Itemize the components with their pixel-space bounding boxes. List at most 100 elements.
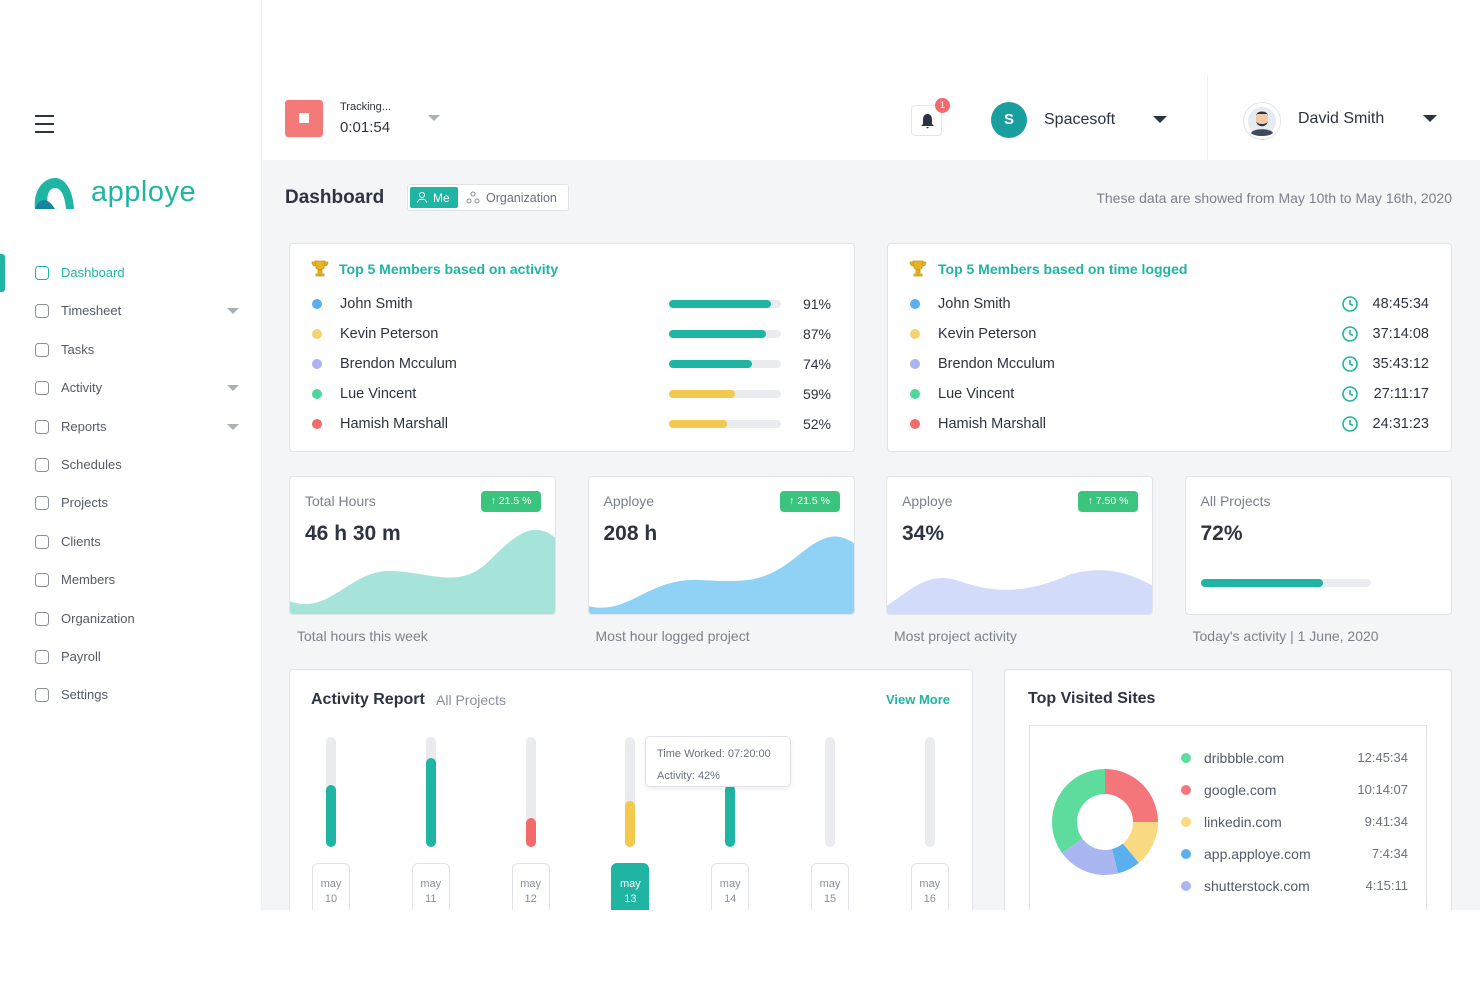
nav-item[interactable]: Organization bbox=[61, 610, 135, 626]
member-dot bbox=[312, 299, 322, 309]
nav-item[interactable]: Projects bbox=[61, 495, 108, 511]
time-logged: 37:14:08 bbox=[1372, 326, 1429, 342]
nav-item[interactable]: Timesheet bbox=[61, 303, 122, 319]
donut-segment bbox=[1111, 843, 1139, 874]
activity-track bbox=[625, 737, 636, 847]
progress-bar bbox=[669, 360, 752, 368]
nav-item[interactable]: Reports bbox=[61, 418, 107, 434]
sites-panel bbox=[1029, 725, 1427, 910]
bell bbox=[921, 114, 934, 129]
stat-caption: Total hours this week bbox=[297, 628, 428, 644]
toggle-me-label[interactable]: Me bbox=[433, 191, 450, 205]
date-month: may bbox=[919, 878, 941, 890]
toggle-me[interactable] bbox=[410, 187, 458, 208]
clock-face bbox=[1342, 326, 1358, 342]
member-name: Hamish Marshall bbox=[340, 416, 448, 432]
trophy-icon bbox=[909, 260, 927, 277]
date-chip[interactable]: may 11 bbox=[411, 863, 450, 910]
filter-label[interactable]: All Projects bbox=[436, 692, 507, 708]
member-dot bbox=[910, 419, 920, 429]
date-month: may bbox=[520, 878, 541, 890]
trophy bbox=[311, 260, 329, 277]
user-name[interactable]: David Smith bbox=[1298, 110, 1385, 127]
caret bbox=[1423, 114, 1437, 122]
date-day: 13 bbox=[624, 893, 637, 905]
member-name: Kevin Peterson bbox=[340, 326, 439, 342]
nav-item[interactable]: Clients bbox=[61, 533, 101, 549]
nav-item[interactable]: Activity bbox=[61, 380, 103, 396]
site-time: 7:4:34 bbox=[1371, 846, 1408, 861]
activity-bar bbox=[725, 785, 736, 847]
view-more-link[interactable]: View More bbox=[885, 692, 950, 707]
nav-item[interactable]: Settings bbox=[61, 687, 108, 703]
stat-badge: ↑ 21.5 % bbox=[779, 491, 840, 512]
site-dot bbox=[1181, 849, 1191, 859]
activity-track bbox=[924, 737, 935, 847]
date-chip[interactable]: may 14 bbox=[711, 863, 750, 910]
icon-outline bbox=[35, 419, 49, 434]
nav-icon bbox=[35, 458, 49, 472]
org-name[interactable]: Spacesoft bbox=[1044, 111, 1116, 128]
nav-icon bbox=[35, 573, 49, 588]
nav-icon bbox=[35, 611, 49, 626]
trophy-icon bbox=[311, 260, 329, 277]
activity-bar bbox=[425, 757, 436, 847]
date-chip[interactable]: may 13 bbox=[611, 863, 650, 910]
nav-item[interactable]: Tasks bbox=[61, 341, 95, 357]
member-dot bbox=[312, 419, 322, 429]
card-title: Top 5 Members based on time logged bbox=[938, 261, 1188, 277]
date-month: may bbox=[420, 878, 442, 890]
value-label: 59% bbox=[802, 386, 831, 402]
member-dot bbox=[910, 299, 920, 309]
activity-bar bbox=[326, 785, 336, 847]
activity-bar bbox=[525, 818, 536, 847]
nav-icon bbox=[35, 650, 49, 664]
logo-icon bbox=[34, 178, 74, 209]
nav-item[interactable]: Payroll bbox=[61, 649, 101, 664]
member-name: John Smith bbox=[340, 296, 413, 312]
icon-head bbox=[419, 192, 425, 198]
stat-label: Apploye bbox=[902, 493, 953, 509]
sidebar bbox=[0, 0, 262, 910]
activity-card bbox=[289, 243, 855, 452]
stop-button[interactable] bbox=[285, 100, 323, 137]
progress-bar bbox=[669, 390, 736, 398]
clock-face bbox=[1342, 296, 1358, 312]
clock-face bbox=[1342, 386, 1358, 402]
avatar-face bbox=[1256, 112, 1268, 126]
date-chip[interactable]: may 12 bbox=[511, 863, 550, 910]
date-month: may bbox=[320, 878, 342, 890]
dropdown-caret bbox=[1423, 114, 1437, 122]
progress-bar bbox=[1200, 579, 1323, 587]
active-indicator bbox=[0, 254, 5, 292]
clock-icon bbox=[1342, 356, 1358, 372]
stat-value: 46 h 30 m bbox=[305, 522, 401, 545]
date-chip[interactable]: may 10 bbox=[312, 863, 350, 910]
stat-caption: Most hour logged project bbox=[595, 628, 750, 644]
brand-name: apploye bbox=[91, 176, 197, 208]
date-chip[interactable]: may 16 bbox=[910, 863, 949, 910]
dropdown-caret bbox=[227, 308, 239, 315]
menu-button[interactable] bbox=[35, 115, 55, 133]
member-name: Hamish Marshall bbox=[938, 416, 1046, 432]
nav-item[interactable]: Members bbox=[61, 572, 116, 588]
site-name: dribbble.com bbox=[1204, 750, 1285, 766]
user-avatar bbox=[1243, 102, 1281, 140]
date-month: may bbox=[819, 878, 841, 890]
icon-outline bbox=[35, 342, 49, 357]
site-time: 10:14:07 bbox=[1357, 782, 1408, 797]
date-day: 15 bbox=[823, 893, 837, 905]
nav-item[interactable]: Dashboard bbox=[61, 265, 125, 280]
stat-wave bbox=[588, 536, 854, 614]
stat-caption: Today's activity | 1 June, 2020 bbox=[1192, 628, 1379, 644]
date-day: 12 bbox=[524, 893, 537, 905]
time-logged: 48:45:34 bbox=[1372, 296, 1429, 312]
nav-icon bbox=[35, 419, 49, 434]
toggle-org-label[interactable]: Organization bbox=[486, 191, 557, 205]
nav-item[interactable]: Schedules bbox=[61, 457, 122, 472]
activity-track bbox=[525, 737, 536, 847]
site-time: 12:45:34 bbox=[1357, 750, 1408, 765]
date-chip[interactable]: may 15 bbox=[811, 863, 849, 910]
time-card bbox=[887, 243, 1452, 452]
date-month: may bbox=[719, 878, 741, 890]
